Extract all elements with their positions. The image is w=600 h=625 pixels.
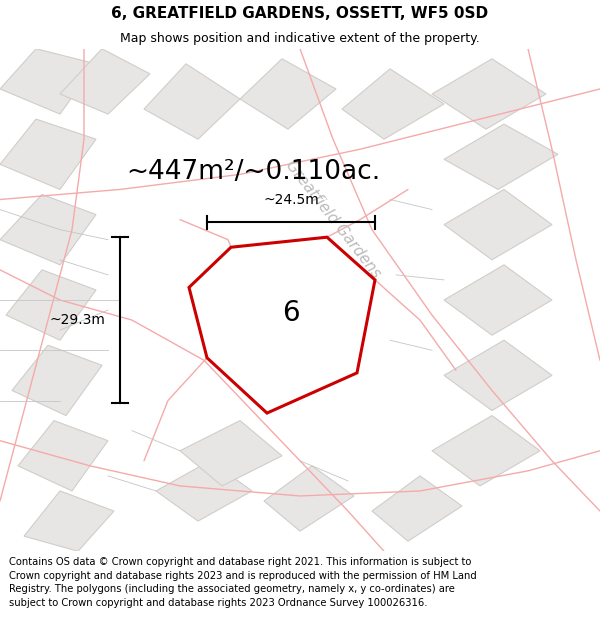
Text: ~29.3m: ~29.3m bbox=[49, 313, 105, 327]
Polygon shape bbox=[432, 416, 540, 486]
Polygon shape bbox=[372, 476, 462, 541]
Polygon shape bbox=[156, 461, 252, 521]
Text: Registry. The polygons (including the associated geometry, namely x, y co-ordina: Registry. The polygons (including the as… bbox=[9, 584, 455, 594]
Text: ~24.5m: ~24.5m bbox=[263, 193, 319, 207]
Text: 6: 6 bbox=[282, 299, 300, 326]
Polygon shape bbox=[444, 265, 552, 335]
Polygon shape bbox=[6, 270, 96, 340]
Text: Map shows position and indicative extent of the property.: Map shows position and indicative extent… bbox=[120, 31, 480, 44]
Polygon shape bbox=[0, 119, 96, 189]
Polygon shape bbox=[444, 340, 552, 411]
Polygon shape bbox=[24, 491, 114, 551]
Text: Contains OS data © Crown copyright and database right 2021. This information is : Contains OS data © Crown copyright and d… bbox=[9, 557, 472, 567]
Text: Greatfield Gardens: Greatfield Gardens bbox=[283, 158, 383, 281]
Polygon shape bbox=[0, 49, 96, 114]
Polygon shape bbox=[240, 59, 336, 129]
Text: 6, GREATFIELD GARDENS, OSSETT, WF5 0SD: 6, GREATFIELD GARDENS, OSSETT, WF5 0SD bbox=[112, 6, 488, 21]
Polygon shape bbox=[432, 59, 546, 129]
Polygon shape bbox=[0, 194, 96, 265]
Polygon shape bbox=[60, 49, 150, 114]
Polygon shape bbox=[189, 237, 375, 413]
Polygon shape bbox=[444, 189, 552, 260]
Polygon shape bbox=[342, 69, 444, 139]
Text: ~447m²/~0.110ac.: ~447m²/~0.110ac. bbox=[126, 159, 380, 185]
Polygon shape bbox=[180, 421, 282, 486]
Text: Crown copyright and database rights 2023 and is reproduced with the permission o: Crown copyright and database rights 2023… bbox=[9, 571, 477, 581]
Polygon shape bbox=[444, 124, 558, 189]
Polygon shape bbox=[18, 421, 108, 491]
Polygon shape bbox=[144, 64, 240, 139]
Polygon shape bbox=[264, 466, 354, 531]
Text: subject to Crown copyright and database rights 2023 Ordnance Survey 100026316.: subject to Crown copyright and database … bbox=[9, 598, 427, 608]
Polygon shape bbox=[12, 345, 102, 416]
